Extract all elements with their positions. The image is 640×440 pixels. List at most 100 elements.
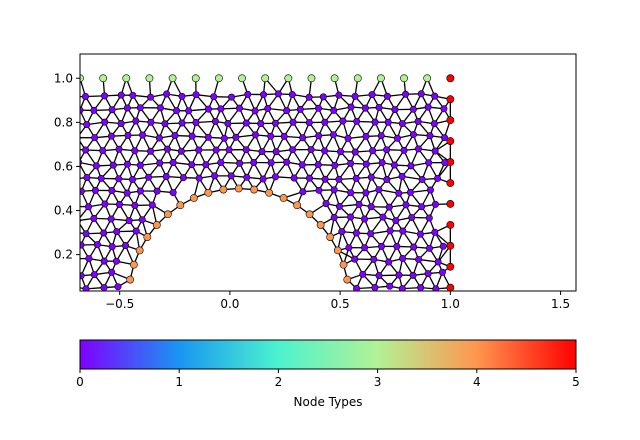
mesh-node-type-0	[315, 104, 323, 112]
mesh-node-type-0	[351, 148, 359, 156]
mesh-node-type-0	[82, 285, 90, 291]
mesh-node-type-4	[250, 185, 258, 194]
mesh-node-type-0	[305, 119, 313, 127]
colorbar-label: Node Types	[294, 395, 363, 409]
mesh-node-type-0	[132, 227, 140, 235]
x-axis-ticks: −0.5 0.0 0.5 1.0 1.5	[105, 291, 570, 311]
mesh-node-type-0	[390, 161, 398, 169]
mesh-node-type-0	[386, 227, 394, 235]
mesh-edge	[80, 108, 81, 111]
mesh-node-type-0	[355, 200, 363, 208]
mesh-node-type-0	[416, 230, 424, 238]
colorbar-tick-label: 5	[572, 375, 580, 389]
mesh-node-type-0	[108, 268, 116, 276]
mesh-node-type-0	[314, 161, 322, 169]
mesh-node-type-0	[242, 119, 250, 127]
mesh-node-type-0	[185, 107, 193, 115]
mesh-node-type-0	[424, 103, 432, 111]
y-tick-label: 0.4	[54, 204, 73, 218]
mesh-node-type-0	[99, 147, 107, 155]
mesh-node-type-0	[375, 272, 383, 280]
mesh-node-type-0	[227, 172, 235, 180]
mesh-node-type-0	[67, 176, 73, 182]
mesh-node-type-0	[100, 284, 108, 291]
mesh-node-type-4	[152, 221, 161, 229]
mesh-node-type-0	[204, 105, 212, 113]
mesh-node-type-0	[136, 187, 144, 195]
mesh-node-type-0	[371, 118, 379, 126]
mesh-node-type-0	[257, 120, 265, 128]
mesh-node-type-0	[162, 172, 170, 180]
mesh-node-type-0	[244, 90, 252, 98]
mesh-node-type-0	[434, 174, 442, 182]
mesh-node-type-0	[101, 118, 109, 126]
mesh-node-type-0	[178, 119, 186, 127]
mesh-node-type-0	[129, 91, 137, 99]
mesh-node-type-0	[402, 201, 410, 209]
colorbar-tick-label: 3	[374, 375, 382, 389]
mesh-node-type-0	[353, 285, 361, 291]
mesh-node-type-4	[189, 194, 198, 202]
mesh-node-type-0	[267, 132, 275, 140]
mesh-node-type-0	[367, 230, 375, 238]
mesh-node-type-0	[161, 120, 169, 128]
mesh-node-type-0	[322, 200, 330, 208]
mesh-node-type-0	[236, 159, 244, 167]
mesh-node-type-3	[214, 74, 223, 83]
mesh-node-type-0	[299, 188, 307, 196]
mesh-node-type-0	[69, 94, 75, 100]
mesh-node-type-3	[99, 74, 108, 83]
mesh-node-type-5	[446, 283, 455, 291]
mesh-node-type-4	[143, 233, 152, 241]
mesh-node-type-0	[375, 103, 383, 111]
mesh-node-type-0	[440, 134, 448, 142]
mesh-node-type-0	[124, 131, 132, 139]
mesh-node-type-0	[399, 255, 407, 263]
mesh-node-type-0	[367, 173, 375, 181]
mesh-node-type-5	[446, 262, 455, 271]
mesh-node-type-0	[108, 243, 116, 251]
y-tick-label: 0.6	[54, 159, 73, 173]
mesh-node-type-0	[232, 133, 240, 141]
mesh-node-type-0	[330, 213, 338, 221]
mesh-node-type-0	[147, 118, 155, 126]
mesh-node-type-0	[283, 158, 291, 166]
mesh-node-type-0	[212, 146, 220, 154]
mesh-node-type-0	[305, 174, 313, 182]
mesh-node-type-0	[414, 117, 422, 125]
mesh-node-type-0	[192, 91, 200, 99]
mesh-node-type-0	[115, 175, 123, 183]
mesh-node-type-0	[80, 159, 83, 166]
mesh-node-type-0	[383, 175, 391, 183]
mesh-node-type-0	[441, 159, 449, 167]
mesh-node-type-0	[188, 132, 196, 140]
mesh-node-type-0	[243, 173, 251, 181]
mesh-node-type-0	[351, 92, 359, 100]
x-tick-label: 0.5	[331, 297, 350, 311]
mesh-node-type-0	[114, 283, 122, 291]
mesh-node-type-0	[406, 188, 414, 196]
y-tick-label: 1.0	[54, 71, 73, 85]
mesh-node-type-0	[173, 107, 181, 115]
mesh-node-type-0	[329, 131, 337, 139]
mesh-node-type-0	[242, 146, 250, 154]
mesh-node-type-0	[368, 91, 376, 99]
mesh-node-type-0	[407, 162, 415, 170]
mesh-node-type-0	[217, 158, 225, 166]
mesh-node-type-3	[145, 74, 154, 83]
colorbar-tick-label: 4	[473, 375, 481, 389]
mesh-node-type-0	[289, 146, 297, 154]
mesh-node-type-0	[431, 147, 439, 155]
mesh-node-type-0	[307, 146, 315, 154]
mesh-node-type-0	[107, 132, 115, 140]
mesh-node-type-0	[83, 173, 91, 181]
mesh-node-type-0	[393, 242, 401, 250]
mesh-node-type-0	[93, 241, 101, 249]
mesh-node-type-0	[440, 105, 448, 113]
mesh-node-type-0	[274, 90, 282, 98]
mesh-node-type-0	[383, 92, 391, 100]
mesh-node-type-0	[271, 119, 279, 127]
y-axis-ticks: 0.2 0.4 0.6 0.8 1.0	[54, 71, 80, 262]
mesh-node-type-3	[122, 74, 131, 83]
mesh-node-type-0	[156, 159, 164, 167]
